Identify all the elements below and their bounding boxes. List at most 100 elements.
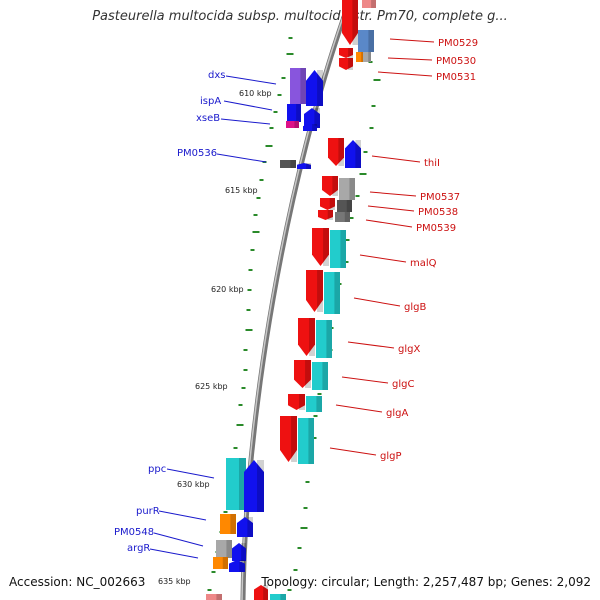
gene-feature-glg-0[interactable] — [312, 228, 329, 266]
feature-shape — [345, 140, 361, 168]
gene-feature-pm0537[interactable] — [322, 176, 338, 196]
gene-feature-glg-2[interactable] — [298, 318, 315, 356]
tick-mark — [288, 37, 293, 39]
gene-label-pm0536[interactable]: PM0536 — [177, 148, 217, 159]
gene-feature-pm0548-b[interactable] — [232, 543, 246, 561]
gene-feature-ppc-b[interactable] — [244, 460, 264, 512]
gene-feature-pm0531[interactable] — [339, 58, 353, 70]
gene-label-dxs[interactable]: dxs — [208, 70, 225, 81]
tick-mark — [259, 179, 264, 181]
gene-feature-thii-b[interactable] — [345, 140, 361, 168]
gene-feature-ispa-b[interactable] — [304, 108, 320, 128]
feature-shape — [316, 320, 332, 358]
gene-label-xseb[interactable]: xseB — [196, 113, 220, 124]
feature-shape — [254, 585, 268, 600]
gene-label-pm0539[interactable]: PM0539 — [416, 223, 456, 234]
gene-label-glga[interactable]: glgA — [386, 408, 408, 419]
left-gene-labels: dxs ispA xseB PM0536 ppc purR PM0548 argR — [114, 70, 277, 559]
gene-feature-glg-cyan-1[interactable] — [324, 272, 340, 314]
gene-feature-thii[interactable] — [328, 138, 344, 166]
gene-feature-ispa[interactable] — [287, 104, 301, 122]
gene-feature-orange[interactable] — [356, 52, 364, 62]
feature-shade — [280, 594, 286, 600]
gene-feature-pm0536-b[interactable] — [297, 163, 311, 169]
feature-shade — [317, 270, 323, 312]
gene-feature-xseb[interactable] — [286, 121, 299, 128]
gene-feature-glg-cyan-0[interactable] — [330, 230, 346, 268]
feature-shape — [363, 52, 371, 62]
tick-mark — [248, 269, 253, 271]
feature-shape — [328, 138, 344, 166]
feature-shape — [337, 200, 352, 212]
tick-mark — [345, 239, 350, 241]
tick-mark — [250, 249, 255, 251]
gene-feature-glg-3[interactable] — [294, 360, 311, 388]
gene-feature-argr-b[interactable] — [229, 560, 245, 572]
gene-label-pm0548[interactable]: PM0548 — [114, 527, 154, 538]
gene-feature-bottom-red[interactable] — [254, 585, 268, 600]
leader-line — [389, 38, 435, 43]
feature-shade — [348, 48, 353, 58]
tick-mark — [265, 145, 273, 147]
gene-label-pm0531[interactable]: PM0531 — [436, 72, 476, 83]
feature-shape — [303, 124, 317, 131]
tick-mark — [243, 369, 248, 371]
leader-line — [371, 155, 421, 163]
gene-feature-pm0530[interactable] — [339, 48, 353, 58]
gene-feature-pm0537-b[interactable] — [339, 178, 355, 200]
gene-feature-purr-b[interactable] — [237, 517, 253, 537]
gene-label-pm0530[interactable]: PM0530 — [436, 56, 476, 67]
gene-feature-pm0538[interactable] — [320, 198, 335, 210]
gene-label-pm0538[interactable]: PM0538 — [418, 207, 458, 218]
tick-mark — [233, 447, 238, 449]
gene-label-pm0537[interactable]: PM0537 — [420, 192, 460, 203]
gene-label-argr[interactable]: argR — [127, 543, 150, 554]
feature-shade — [329, 198, 335, 210]
gene-feature-grey[interactable] — [363, 52, 371, 62]
gene-feature-dxs[interactable] — [306, 70, 323, 106]
gene-feature-pm0539-b[interactable] — [335, 212, 350, 222]
gene-feature-bottom-pink[interactable] — [206, 594, 222, 600]
gene-label-purr[interactable]: purR — [136, 506, 160, 517]
leader-line — [367, 205, 415, 212]
gene-feature-dxs-shadow[interactable] — [290, 68, 306, 104]
tick-mark — [287, 589, 292, 591]
gene-feature-glg-4[interactable] — [288, 394, 305, 410]
feature-shade — [299, 394, 305, 410]
gene-label-pm0529[interactable]: PM0529 — [438, 38, 478, 49]
gene-feature-glg-cyan-3[interactable] — [312, 362, 328, 390]
gene-label-ppc[interactable]: ppc — [148, 464, 166, 475]
gene-feature-glg-1[interactable] — [306, 270, 323, 312]
gene-feature-glg-cyan-5[interactable] — [298, 418, 314, 464]
gene-feature-ppc[interactable] — [226, 458, 246, 510]
gene-feature-pm0529[interactable] — [342, 0, 358, 45]
gene-feature-pm0548[interactable] — [216, 540, 232, 558]
gene-feature-pm0536[interactable] — [280, 160, 296, 168]
gene-feature-xseb-b[interactable] — [303, 124, 317, 131]
leader-line — [341, 376, 389, 384]
gene-label-glgp[interactable]: glgP — [380, 451, 402, 462]
gene-feature-bottom-cyan[interactable] — [270, 594, 286, 600]
gene-feature-glg-5[interactable] — [280, 416, 297, 462]
gene-label-ispa[interactable]: ispA — [200, 96, 221, 107]
feature-shape — [339, 178, 355, 200]
feature-shape — [358, 30, 374, 52]
leader-line — [369, 191, 417, 197]
gene-feature-pink[interactable] — [362, 0, 376, 8]
gene-label-glgx[interactable]: glgX — [398, 344, 420, 355]
gene-feature-pm0538-b[interactable] — [337, 200, 352, 212]
gene-feature-argr[interactable] — [213, 557, 228, 569]
gene-feature-steel[interactable] — [358, 30, 374, 52]
gene-label-malq[interactable]: malQ — [410, 258, 437, 269]
leader-line — [387, 57, 433, 61]
gene-label-glgb[interactable]: glgB — [404, 302, 426, 313]
tick-mark — [238, 404, 243, 406]
gene-feature-pm0539[interactable] — [318, 210, 333, 220]
feature-shade — [332, 176, 338, 196]
gene-label-glgc[interactable]: glgC — [392, 379, 414, 390]
feature-shade — [323, 228, 329, 266]
gene-label-thii[interactable]: thiI — [424, 158, 440, 169]
gene-feature-purr[interactable] — [220, 514, 236, 534]
gene-feature-glg-cyan-2[interactable] — [316, 320, 332, 358]
gene-feature-glg-cyan-4[interactable] — [306, 396, 322, 412]
